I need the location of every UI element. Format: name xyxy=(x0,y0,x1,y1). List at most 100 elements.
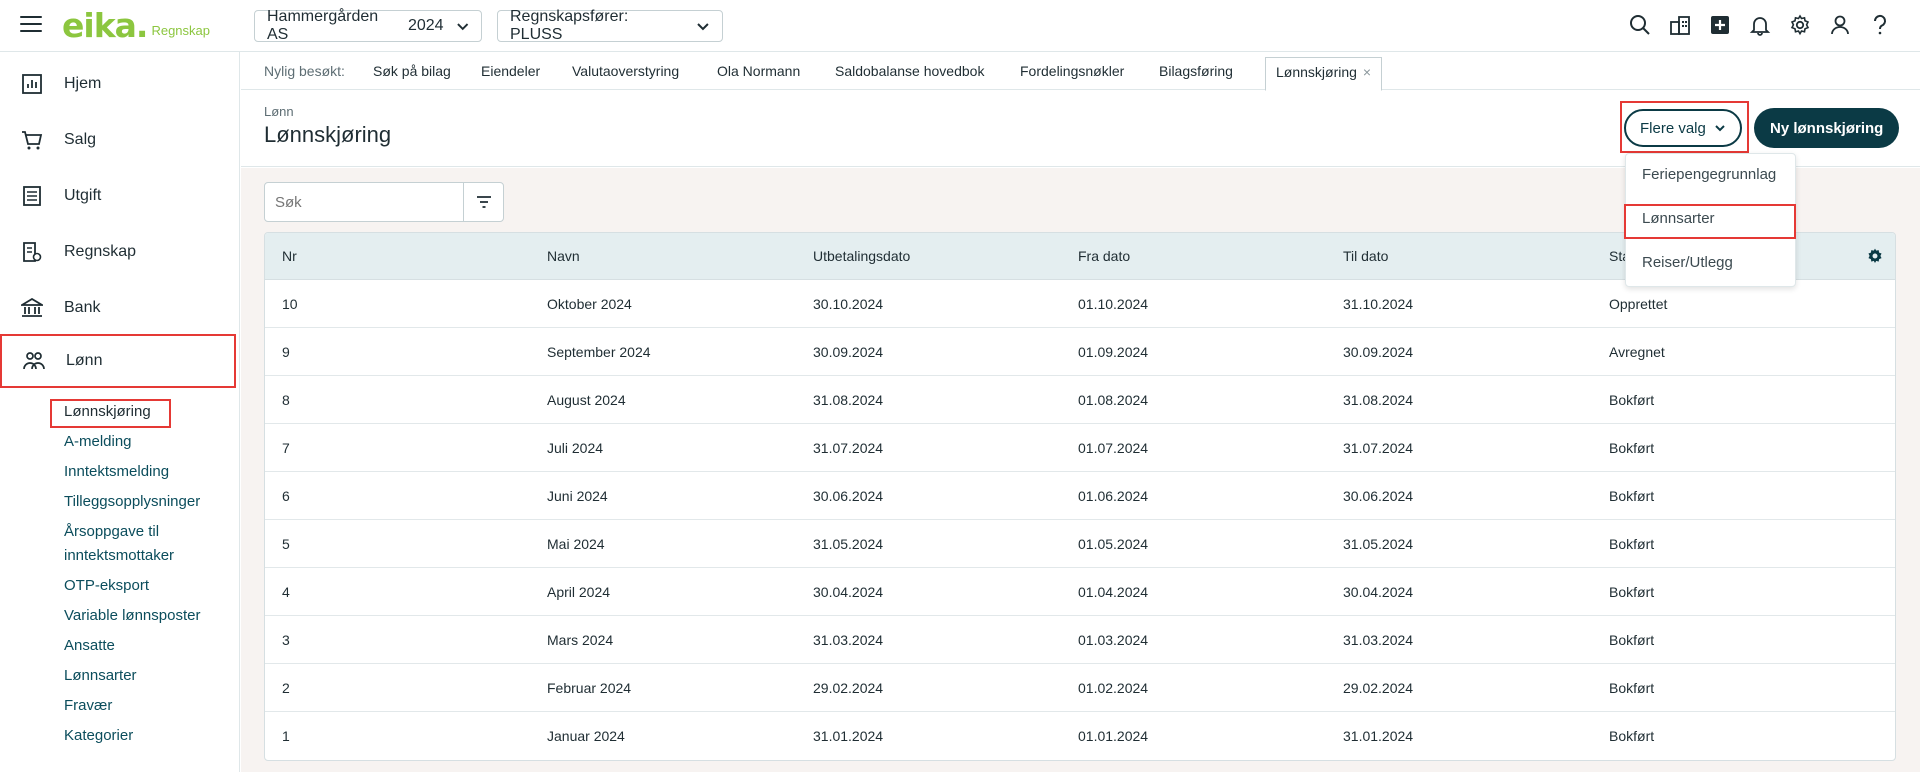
cell-utbetalingsdato: 30.10.2024 xyxy=(813,296,884,312)
cell-navn: September 2024 xyxy=(547,344,651,360)
subnav-ansatte[interactable]: Ansatte xyxy=(64,637,115,654)
cell-status: Bokført xyxy=(1609,392,1655,408)
table-row[interactable]: 2 Februar 2024 29.02.2024 01.02.2024 29.02.2… xyxy=(265,664,1895,712)
cell-navn: Oktober 2024 xyxy=(547,296,632,312)
subnav-otp-eksport[interactable]: OTP-eksport xyxy=(64,577,150,594)
ledger-icon xyxy=(20,240,44,264)
subnav-inntektsmelding[interactable]: Inntektsmelding xyxy=(64,463,170,480)
role-label: Regnskapsfører: PLUSS xyxy=(510,8,629,43)
company-selector[interactable]: Hammergården AS 2024 xyxy=(254,8,482,43)
search-input[interactable] xyxy=(265,183,463,221)
sidebar-item-bank[interactable]: Bank xyxy=(0,280,240,336)
subnav-variable-lonnsposter[interactable]: Variable lønnsposter xyxy=(64,607,201,624)
cell-utbetalingsdato: 29.02.2024 xyxy=(813,680,884,696)
receipt-icon xyxy=(20,184,44,208)
column-header-utbetalingsdato[interactable]: Utbetalingsdato xyxy=(813,248,911,264)
gear-icon[interactable] xyxy=(1788,12,1812,38)
column-header-til-dato[interactable]: Til dato xyxy=(1343,248,1389,264)
table-row[interactable]: 3 Mars 2024 31.03.2024 01.03.2024 31.03.2024… xyxy=(265,616,1895,664)
chart-icon xyxy=(20,72,44,96)
bell-icon[interactable] xyxy=(1748,12,1772,38)
cell-nr: 9 xyxy=(282,344,290,360)
help-icon[interactable] xyxy=(1868,12,1892,38)
sidebar-item-hjem[interactable]: Hjem xyxy=(0,56,240,112)
cell-fra-dato: 01.06.2024 xyxy=(1078,488,1149,504)
column-header-nr[interactable]: Nr xyxy=(282,248,297,264)
tab-bilagsforing[interactable]: Bilagsføring xyxy=(1159,63,1233,79)
sidebar-item-lonn[interactable]: Lønn xyxy=(0,334,236,388)
cell-til-dato: 31.01.2024 xyxy=(1343,728,1414,744)
cell-nr: 10 xyxy=(282,296,298,312)
menu-item-lonnsarter[interactable]: Lønnsarter xyxy=(1642,210,1715,227)
sidebar-item-utgift[interactable]: Utgift xyxy=(0,168,240,224)
column-header-navn[interactable]: Navn xyxy=(547,248,580,264)
user-icon[interactable] xyxy=(1828,12,1852,38)
more-options-label: Flere valg xyxy=(1640,119,1706,137)
table-row[interactable]: 6 Juni 2024 30.06.2024 01.06.2024 30.06.2024… xyxy=(265,472,1895,520)
cell-navn: Juni 2024 xyxy=(547,488,608,504)
breadcrumb[interactable]: Lønn xyxy=(264,104,294,119)
menu-icon[interactable] xyxy=(20,16,42,34)
table-row[interactable]: 1 Januar 2024 31.01.2024 01.01.2024 31.01.20… xyxy=(265,712,1895,760)
table-row[interactable]: 5 Mai 2024 31.05.2024 01.05.2024 31.05.2024 B… xyxy=(265,520,1895,568)
sidebar-item-regnskap[interactable]: Regnskap xyxy=(0,224,240,280)
cell-nr: 1 xyxy=(282,728,290,744)
subnav-arsoppgave[interactable]: Årsoppgave til xyxy=(64,523,160,540)
filter-icon[interactable] xyxy=(463,183,503,221)
role-selector[interactable]: Regnskapsfører: PLUSS xyxy=(497,8,723,43)
cell-navn: Juli 2024 xyxy=(547,440,604,456)
table-row[interactable]: 7 Juli 2024 31.07.2024 01.07.2024 31.07.2024… xyxy=(265,424,1895,472)
building-switch-icon[interactable] xyxy=(1668,12,1692,38)
subnav-a-melding[interactable]: A-melding xyxy=(64,433,132,450)
column-settings-gear-icon[interactable] xyxy=(1866,247,1884,265)
company-name: Hammergården AS xyxy=(267,8,379,43)
tab-saldobalanse[interactable]: Saldobalanse hovedbok xyxy=(835,63,985,79)
close-icon[interactable]: × xyxy=(1362,64,1372,80)
tab-fordelingsnokler[interactable]: Fordelingsnøkler xyxy=(1020,63,1125,79)
column-header-fra-dato[interactable]: Fra dato xyxy=(1078,248,1131,264)
table-row[interactable]: 8 August 2024 31.08.2024 01.08.2024 31.08.20… xyxy=(265,376,1895,424)
cell-til-dato: 30.04.2024 xyxy=(1343,584,1414,600)
search-icon[interactable] xyxy=(1628,12,1652,38)
search-box xyxy=(264,182,504,222)
tab-ola-normann[interactable]: Ola Normann xyxy=(717,63,801,79)
chevron-down-icon xyxy=(1715,125,1725,132)
tab-valutaoverstyring[interactable]: Valutaoverstyring xyxy=(572,63,680,79)
table-row[interactable]: 4 April 2024 30.04.2024 01.04.2024 30.04.202… xyxy=(265,568,1895,616)
subnav-kategorier[interactable]: Kategorier xyxy=(64,727,134,744)
more-options-button[interactable]: Flere valg xyxy=(1624,109,1742,147)
menu-item-feriepengegrunnlag[interactable]: Feriepengegrunnlag xyxy=(1642,166,1777,183)
subnav-arsoppgave-line2[interactable]: inntektsmottaker xyxy=(64,547,175,564)
column-header-status[interactable]: Sta xyxy=(1609,248,1631,264)
tab-lonnskjoring[interactable]: Lønnskjøring × xyxy=(1265,57,1383,91)
cell-nr: 2 xyxy=(282,680,290,696)
tab-sok-pa-bilag[interactable]: Søk på bilag xyxy=(373,63,451,79)
cell-navn: Mai 2024 xyxy=(547,536,605,552)
subnav-lonnsarter[interactable]: Lønnsarter xyxy=(64,667,137,684)
table-row[interactable]: 10 Oktober 2024 30.10.2024 01.10.2024 31.10.… xyxy=(265,280,1895,328)
sidebar-item-salg[interactable]: Salg xyxy=(0,112,240,168)
cell-til-dato: 31.03.2024 xyxy=(1343,632,1414,648)
recent-tabs-bar: Nylig besøkt: Søk på bilag Eiendeler Val… xyxy=(241,52,1920,91)
subnav-fravaer[interactable]: Fravær xyxy=(64,697,113,714)
logo-brand: eika. xyxy=(62,6,148,45)
menu-item-reiser-utlegg[interactable]: Reiser/Utlegg xyxy=(1642,254,1733,271)
cell-status: Bokført xyxy=(1609,440,1655,456)
cell-utbetalingsdato: 30.06.2024 xyxy=(813,488,884,504)
new-payroll-button[interactable]: Ny lønnskjøring xyxy=(1754,108,1900,148)
logo[interactable]: eika. Regnskap xyxy=(62,6,210,42)
tab-eiendeler[interactable]: Eiendeler xyxy=(481,63,541,79)
cart-icon xyxy=(20,128,44,152)
plus-square-icon[interactable] xyxy=(1708,12,1732,38)
subnav-tilleggsopplysninger[interactable]: Tilleggsopplysninger xyxy=(64,493,201,510)
cell-til-dato: 31.10.2024 xyxy=(1343,296,1414,312)
cell-fra-dato: 01.02.2024 xyxy=(1078,680,1149,696)
sidebar: Hjem Salg Utgift Regnskap Bank Lønn Lønn… xyxy=(0,52,240,772)
cell-fra-dato: 01.08.2024 xyxy=(1078,392,1149,408)
subnav-lonnskjoring[interactable]: Lønnskjøring xyxy=(64,403,151,420)
cell-navn: August 2024 xyxy=(547,392,626,408)
cell-fra-dato: 01.04.2024 xyxy=(1078,584,1149,600)
table-row[interactable]: 9 September 2024 30.09.2024 01.09.2024 30.09… xyxy=(265,328,1895,376)
cell-utbetalingsdato: 31.03.2024 xyxy=(813,632,884,648)
chevron-down-icon xyxy=(697,23,709,31)
